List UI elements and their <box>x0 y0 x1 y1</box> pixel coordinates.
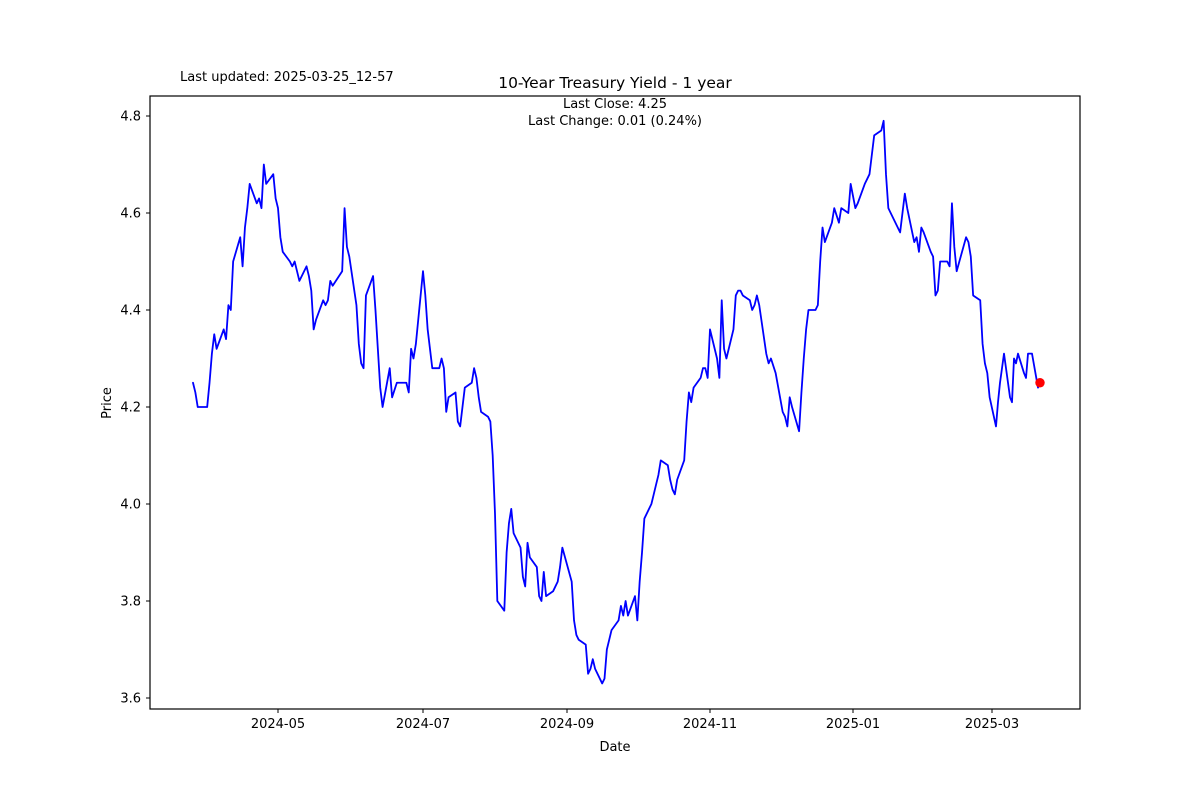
x-axis-title: Date <box>599 740 630 755</box>
y-tick-label: 3.6 <box>120 692 141 707</box>
x-tick-label: 2024-05 <box>251 717 305 732</box>
x-tick-label: 2024-09 <box>540 717 594 732</box>
y-tick-label: 4.6 <box>120 207 141 222</box>
y-tick-label: 4.2 <box>120 401 141 416</box>
x-axis: 2024-05 2024-07 2024-09 2024-11 2025-01 2025-… <box>251 709 1019 732</box>
x-tick-label: 2024-11 <box>683 717 737 732</box>
plot-border <box>149 95 1081 710</box>
yield-line-series <box>192 119 1041 685</box>
x-tick-label: 2025-03 <box>965 717 1019 732</box>
figure-title: 10-Year Treasury Yield - 1 year <box>498 74 732 92</box>
y-tick-label: 4.8 <box>120 110 141 125</box>
x-tick-label: 2024-07 <box>396 717 450 732</box>
y-axis: 3.6 3.8 4.0 4.2 4.4 4.6 4.8 <box>120 110 150 707</box>
y-tick-label: 4.4 <box>120 304 141 319</box>
y-axis-title: Price <box>100 387 115 419</box>
y-tick-label: 4.0 <box>120 498 141 513</box>
last-close-text: Last Close: 4.25 <box>563 97 667 112</box>
last-change-text: Last Change: 0.01 (0.24%) <box>528 114 702 129</box>
y-tick-label: 3.8 <box>120 595 141 610</box>
x-tick-label: 2025-01 <box>826 717 880 732</box>
last-updated-text: Last updated: 2025-03-25_12-57 <box>180 70 394 85</box>
last-close-marker-dot <box>1035 378 1045 388</box>
